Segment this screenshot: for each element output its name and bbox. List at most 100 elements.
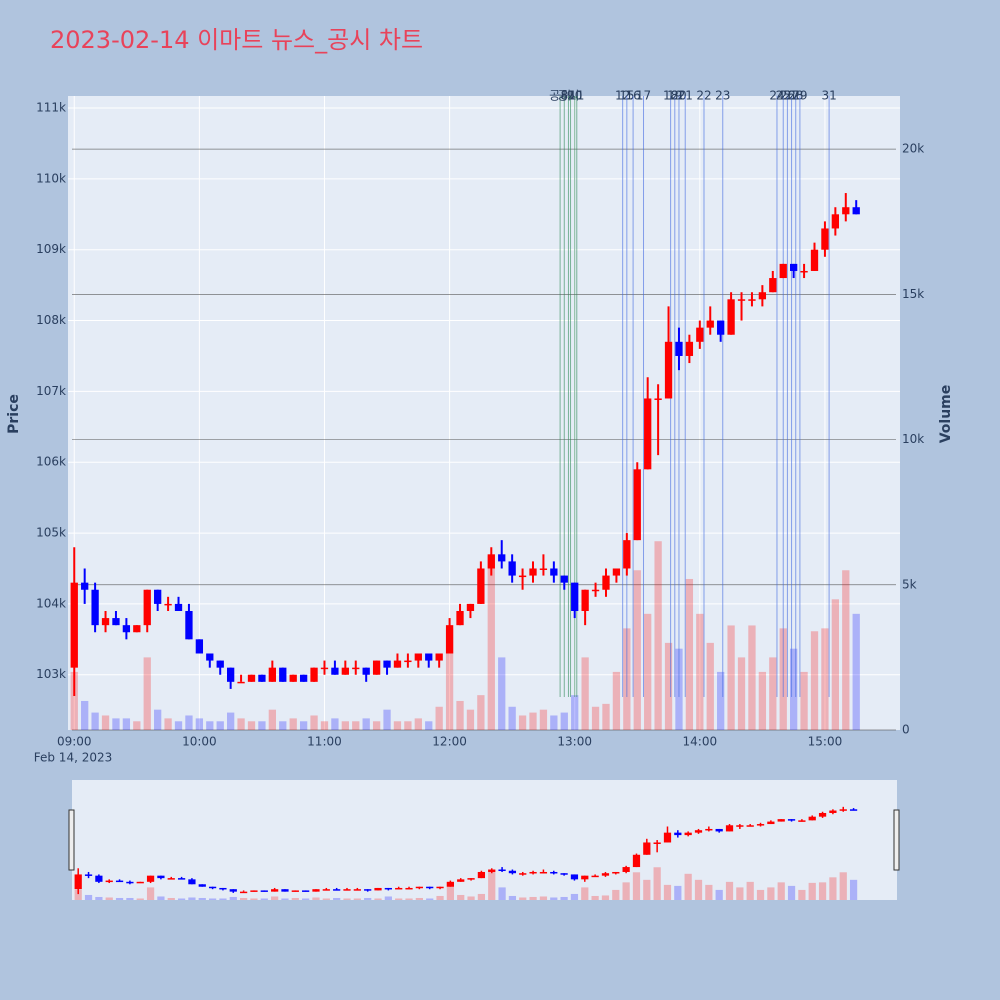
y-tick-label: 105k [36,526,66,540]
slider-handle[interactable] [893,809,900,871]
volume-bar [258,721,266,730]
volume-bar [404,721,412,730]
slider-body [736,825,744,827]
y2-tick-label: 15k [902,287,924,301]
volume-bar [289,718,297,730]
slider-body [498,869,506,872]
candle-body [289,674,297,682]
candle-body [164,603,172,606]
slider-body [777,819,785,822]
news-label: 22 [696,89,711,103]
candle-body [487,554,495,569]
candle-body [404,660,412,663]
volume-bar [644,613,652,730]
slider-body [426,886,434,889]
slider-volume [746,881,754,900]
slider-body [839,809,847,811]
volume-bar [633,570,641,730]
slider-body [312,889,320,892]
candle-body [581,589,589,611]
candle-body [790,263,798,271]
volume-bar [101,715,110,730]
volume-bar [539,709,548,730]
slider-body [663,832,672,843]
slider-volume [271,896,279,900]
chart-title: 2023-02-14 이마트 뉴스_공시 차트 [50,26,423,54]
volume-bar [70,671,78,730]
slider-volume [653,867,661,900]
slider-volume [477,893,486,900]
volume-bar [550,715,558,730]
candle-body [675,341,683,356]
candle-body [654,398,662,400]
slider-handle[interactable] [68,809,75,871]
y-tick-label: 103k [36,667,66,681]
slider-volume [560,896,568,900]
volume-bar [237,718,245,730]
range-slider[interactable] [72,780,897,900]
volume-bar [727,625,735,730]
slider-body [539,871,548,874]
y-axis-title: Price [6,394,22,434]
volume-bar [821,628,829,730]
candle-body [518,575,527,578]
slider-volume [622,882,630,900]
volume-bar [174,721,183,730]
x-tick-label: 13:00 [557,735,592,749]
volume-bar [790,648,798,730]
candle-body [425,653,433,661]
volume-bar [706,642,714,730]
candle-body [393,660,402,668]
slider-body [519,873,527,875]
slider-body [591,875,599,878]
candle-body [279,667,287,682]
candle-body [727,299,735,335]
slider-volume [767,887,775,900]
slider-body [694,830,703,833]
news-label: 31 [821,89,836,103]
volume-bar [268,709,276,730]
volume-bar [226,712,235,730]
slider-body [395,887,403,890]
slider-volume [188,897,196,900]
slider-volume [74,889,82,900]
slider-volume [498,887,506,900]
candle-body [258,674,266,682]
volume-bar [498,657,506,730]
candle-body [539,568,548,570]
candle-body [758,292,767,300]
slider-volume [808,882,816,900]
slider-volume [674,885,682,900]
candle-body [685,341,694,356]
slider-volume [126,897,134,900]
slider-body [684,832,692,836]
slider-body [570,874,579,880]
slider-body [343,889,351,891]
slider-volume [508,895,517,900]
slider-body [219,887,227,890]
slider-volume [694,879,703,900]
volume-bar [425,721,433,730]
slider-volume [839,872,847,900]
news-label: 8 [560,89,568,103]
candle-body [341,667,349,675]
y2-axis-title: Volume [938,385,954,444]
slider-volume [457,894,465,900]
slider-body [767,821,775,825]
slider-volume [539,896,548,900]
candle-body [112,618,120,626]
candle-body [748,299,756,301]
candle-body [508,561,516,576]
slider-body [787,819,796,821]
slider-volume [705,884,713,900]
slider-body [322,889,330,891]
slider-body [105,880,113,883]
slider-body [798,820,806,822]
slider-volume [229,896,237,900]
volume-bar [518,715,527,730]
slider-body [725,825,734,832]
candle-body [362,667,370,675]
volume-bar [717,671,725,730]
slider-body [353,889,361,891]
volume-bar [185,715,193,730]
